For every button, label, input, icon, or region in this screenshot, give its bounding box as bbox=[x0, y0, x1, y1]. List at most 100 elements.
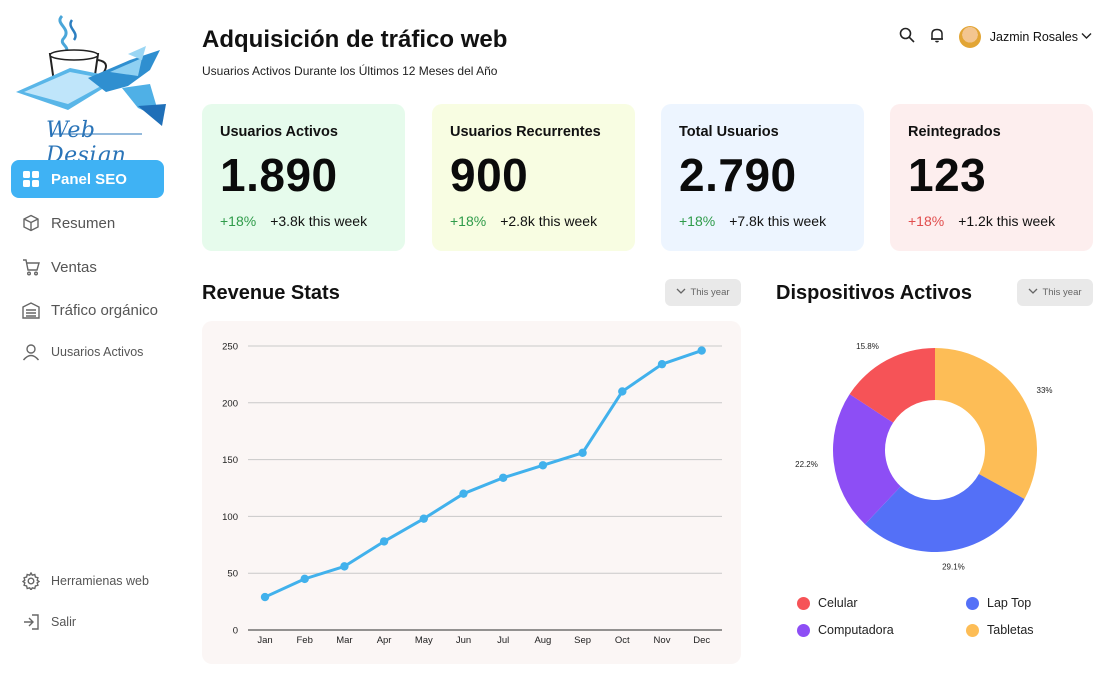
legend-item-laptop: Lap Top bbox=[966, 596, 1031, 610]
sidebar-item-trafico-organico[interactable]: Tráfico orgánico bbox=[11, 291, 164, 329]
devices-title: Dispositivos Activos bbox=[776, 282, 972, 304]
bell-icon[interactable] bbox=[929, 27, 945, 48]
slice-label: 33% bbox=[1037, 386, 1053, 395]
page-subtitle: Usuarios Activos Durante los Últimos 12 … bbox=[202, 64, 498, 78]
data-point[interactable] bbox=[578, 448, 587, 457]
x-tick-label: May bbox=[415, 635, 433, 646]
x-tick-label: Sep bbox=[574, 635, 591, 646]
brand-logo[interactable]: Web Design bbox=[10, 8, 170, 168]
legend-dot bbox=[966, 596, 979, 610]
period-label: This year bbox=[1042, 287, 1082, 298]
stat-card-label: Reintegrados bbox=[908, 124, 1001, 140]
slice-label: 15.8% bbox=[856, 342, 879, 351]
stat-card-usuarios-activos: Usuarios Activos 1.890 +18% +3.8k this we… bbox=[202, 104, 405, 251]
data-point[interactable] bbox=[260, 592, 270, 602]
y-tick-label: 150 bbox=[222, 455, 238, 466]
legend-label: Lap Top bbox=[987, 596, 1032, 610]
data-point[interactable] bbox=[499, 473, 508, 482]
x-tick-label: Jun bbox=[456, 635, 471, 646]
stat-card-week: +3.8k this week bbox=[270, 213, 368, 229]
sidebar-item-label: Salir bbox=[51, 615, 77, 629]
legend-dot bbox=[797, 623, 810, 637]
revenue-chart-panel: 0 50 100 150 200 250 Jan Feb Mar Apr May Jun Jul Aug S… bbox=[202, 321, 741, 664]
slice-label: 22.2% bbox=[795, 460, 818, 469]
stat-card-week: +1.2k this week bbox=[958, 213, 1056, 229]
stat-card-week: +2.8k this week bbox=[500, 213, 598, 229]
stat-card-change: +18% bbox=[450, 213, 487, 229]
stat-card-reintegrados: Reintegrados 123 +18% +1.2k this week bbox=[890, 104, 1093, 251]
slice-computadora[interactable] bbox=[833, 394, 901, 525]
legend-dot bbox=[966, 623, 979, 637]
header-actions: Jazmin Rosales bbox=[899, 26, 1092, 48]
stat-card-change: +18% bbox=[908, 213, 945, 229]
x-tick-label: Aug bbox=[534, 635, 551, 646]
revenue-stats-title: Revenue Stats bbox=[202, 282, 340, 304]
chevron-down-icon bbox=[1081, 30, 1092, 44]
legend-item-tabletas: Tabletas bbox=[966, 623, 1034, 637]
x-tick-label: Mar bbox=[336, 635, 352, 646]
sidebar-item-panel-seo[interactable]: Panel SEO bbox=[11, 160, 164, 198]
stat-card-value: 1.890 bbox=[220, 149, 338, 201]
coffee-cup-logo-icon bbox=[16, 14, 166, 135]
x-tick-label: Jul bbox=[497, 635, 509, 646]
sidebar-item-label: Tráfico orgánico bbox=[51, 301, 158, 319]
data-point[interactable] bbox=[618, 387, 627, 396]
data-point[interactable] bbox=[697, 346, 706, 355]
x-tick-label: Oct bbox=[615, 635, 630, 646]
chevron-down-icon bbox=[676, 286, 686, 299]
data-point[interactable] bbox=[419, 514, 428, 523]
slice-celular[interactable] bbox=[849, 348, 935, 423]
data-point[interactable] bbox=[340, 562, 349, 571]
data-point[interactable] bbox=[538, 461, 548, 470]
user-menu[interactable]: Jazmin Rosales bbox=[958, 26, 1092, 48]
data-point[interactable] bbox=[459, 489, 468, 498]
y-tick-label: 250 bbox=[222, 342, 238, 353]
search-icon[interactable] bbox=[899, 27, 915, 48]
user-name: Jazmin Rosales bbox=[989, 30, 1078, 44]
avatar bbox=[958, 26, 981, 48]
stat-card-value: 123 bbox=[908, 149, 987, 201]
stat-card-change: +18% bbox=[220, 213, 257, 229]
stat-card-total-usuarios: Total Usuarios 2.790 +18% +7.8k this week bbox=[661, 104, 864, 251]
stat-card-week: +7.8k this week bbox=[729, 213, 827, 229]
devices-period-select[interactable]: This year bbox=[1017, 279, 1093, 306]
x-tick-label: Nov bbox=[654, 635, 671, 646]
slice-label: 29.1% bbox=[942, 563, 965, 572]
data-point[interactable] bbox=[379, 537, 389, 546]
sidebar-item-resumen[interactable]: Resumen bbox=[11, 204, 164, 242]
grid-icon bbox=[21, 169, 41, 189]
gear-icon bbox=[21, 571, 41, 591]
sidebar-item-ventas[interactable]: Ventas bbox=[11, 248, 164, 286]
stat-card-change: +18% bbox=[679, 213, 716, 229]
revenue-series-line bbox=[264, 349, 703, 599]
period-label: This year bbox=[690, 287, 730, 298]
sidebar-item-usuarios-activos[interactable]: Uusarios Activos bbox=[11, 333, 164, 371]
sidebar-item-label: Uusarios Activos bbox=[51, 345, 144, 359]
user-icon bbox=[21, 342, 41, 362]
revenue-period-select[interactable]: This year bbox=[665, 279, 741, 306]
sidebar-item-herramientas-web[interactable]: Herramienas web bbox=[11, 562, 164, 600]
legend-label: Tabletas bbox=[987, 623, 1034, 637]
stat-card-value: 2.790 bbox=[679, 149, 797, 201]
building-icon bbox=[21, 300, 41, 320]
stat-card-label: Total Usuarios bbox=[679, 124, 779, 140]
data-point[interactable] bbox=[657, 359, 667, 369]
slice-lap-top[interactable] bbox=[864, 473, 1025, 552]
legend-dot bbox=[797, 596, 810, 610]
stat-card-usuarios-recurrentes: Usuarios Recurrentes 900 +18% +2.8k this … bbox=[432, 104, 635, 251]
revenue-line-chart: 0 50 100 150 200 250 Jan Feb Mar Apr May Jun Jul Aug S… bbox=[222, 342, 722, 646]
sidebar-item-label: Herramienas web bbox=[51, 574, 149, 588]
cart-icon bbox=[21, 257, 41, 277]
chevron-down-icon bbox=[1028, 286, 1038, 299]
data-point[interactable] bbox=[300, 574, 309, 584]
stat-card-label: Usuarios Recurrentes bbox=[450, 124, 601, 140]
y-tick-label: 50 bbox=[227, 569, 238, 580]
stat-card-label: Usuarios Activos bbox=[220, 124, 338, 140]
legend-label: Celular bbox=[818, 596, 858, 610]
x-tick-label: Jan bbox=[257, 635, 272, 646]
sidebar: Web Design Panel SEO Resumen Ventas Tráf… bbox=[0, 0, 180, 700]
devices-donut-chart: 33% 29.1% 22.2% 15.8% bbox=[795, 342, 1053, 572]
slice-tabletas[interactable] bbox=[935, 348, 1037, 499]
y-tick-label: 200 bbox=[222, 398, 238, 409]
sidebar-item-salir[interactable]: Salir bbox=[11, 603, 164, 641]
